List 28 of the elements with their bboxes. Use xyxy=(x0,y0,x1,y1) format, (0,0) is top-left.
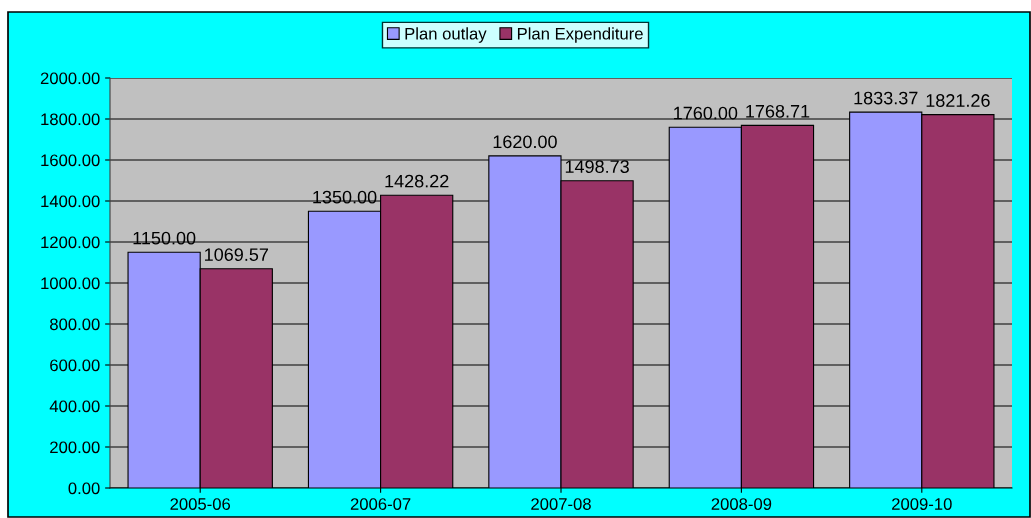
data-label: 1768.71 xyxy=(746,104,810,118)
legend-label: Plan outlay xyxy=(405,27,487,43)
x-tick-label: 2007-08 xyxy=(531,498,591,510)
y-tick-label: 1600.00 xyxy=(41,154,100,167)
data-label: 1150.00 xyxy=(133,231,196,245)
data-label: 1821.26 xyxy=(926,94,990,107)
data-label: 1428.22 xyxy=(385,174,449,188)
y-tick-label: 0.00 xyxy=(68,482,100,495)
y-tick-label: 400.00 xyxy=(49,400,100,413)
x-tick-label: 2009-10 xyxy=(892,498,952,510)
data-label: 1498.73 xyxy=(565,160,629,174)
y-tick-label: 1400.00 xyxy=(41,195,100,208)
y-tick-label: 1000.00 xyxy=(41,277,100,290)
y-tick-label: 1800.00 xyxy=(41,113,100,126)
x-tick-label: 2008-09 xyxy=(711,498,772,510)
data-label: 1350.00 xyxy=(313,190,377,204)
legend-label: Plan Expenditure xyxy=(517,27,643,43)
y-tick-label: 800.00 xyxy=(50,318,100,331)
y-tick-label: 1200.00 xyxy=(41,236,100,249)
x-tick-label: 2005-06 xyxy=(170,498,231,510)
x-tick-label: 2006-07 xyxy=(350,498,411,510)
data-label: 1620.00 xyxy=(493,135,557,149)
y-tick-label: 2000.00 xyxy=(40,72,100,85)
y-tick-label: 600.00 xyxy=(50,359,100,372)
data-label: 1069.57 xyxy=(205,248,269,261)
y-tick-label: 200.00 xyxy=(50,441,100,454)
data-label: 1760.00 xyxy=(674,106,738,120)
data-label: 1833.37 xyxy=(854,91,918,105)
